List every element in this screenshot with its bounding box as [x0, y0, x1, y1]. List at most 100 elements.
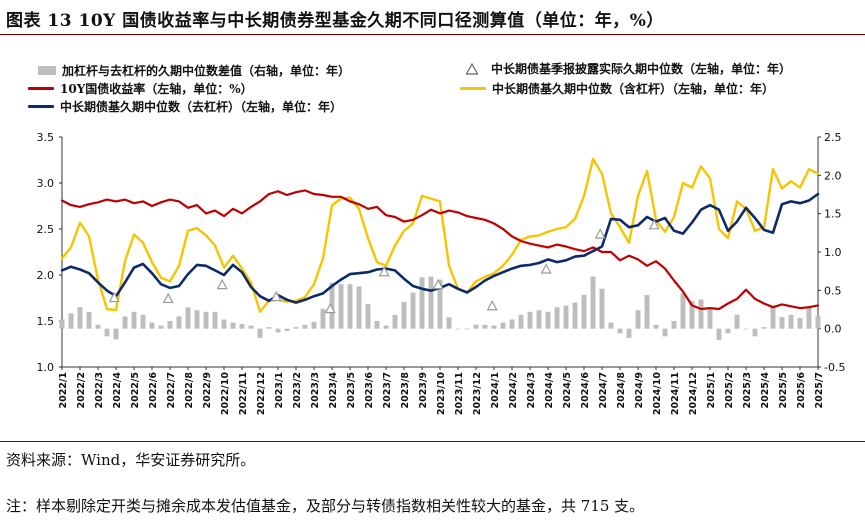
diff-bar: [239, 324, 245, 329]
right-tick-label: 0.5: [824, 284, 842, 297]
x-tick-label: 2025/6: [796, 372, 807, 409]
diff-bar: [554, 307, 560, 329]
diff-bar: [536, 310, 542, 329]
quarterly-duration-marker: [432, 278, 444, 290]
diff-bar: [410, 292, 416, 329]
x-tick-label: 2022/5: [130, 372, 141, 409]
diff-bar: [311, 321, 317, 329]
x-tick-label: 2023/1: [274, 372, 285, 409]
diff-bar: [581, 294, 587, 329]
x-tick-label: 2022/8: [184, 372, 195, 409]
diff-bar: [365, 304, 371, 329]
diff-bar: [203, 311, 209, 329]
diff-bar: [725, 328, 731, 334]
legend-item-bar: 加杠杆与去杠杆的久期中位数差值（右轴，单位：年）: [38, 62, 350, 79]
x-tick-label: 2022/6: [148, 372, 159, 409]
diff-bar: [59, 319, 65, 329]
red-line-icon: [28, 87, 54, 90]
diff-bar: [401, 301, 407, 329]
diff-bar: [455, 328, 461, 330]
x-tick-label: 2022/12: [256, 372, 267, 415]
footer-divider: [0, 441, 865, 442]
legend-item-median-in: 中长期债基久期中位数（含杠杆）（左轴，单位：年）: [460, 80, 774, 97]
quarterly-duration-marker: [594, 228, 606, 239]
left-tick-label: 1.0: [37, 361, 55, 374]
x-tick-label: 2023/8: [400, 372, 411, 409]
diff-bar: [104, 328, 110, 337]
source-note: 资料来源：Wind，华安证券研究所。: [6, 451, 256, 469]
diff-bar: [68, 313, 74, 329]
x-tick-label: 2024/9: [634, 372, 645, 409]
diff-bar: [185, 307, 191, 329]
diff-bar: [608, 322, 614, 329]
x-tick-label: 2024/7: [598, 372, 609, 409]
x-tick-label: 2022/10: [220, 372, 231, 416]
left-tick-label: 2.5: [37, 223, 55, 236]
x-tick-label: 2023/12: [472, 372, 483, 415]
quarterly-duration-marker: [378, 265, 390, 277]
diff-bar: [167, 321, 173, 329]
x-tick-label: 2025/2: [724, 372, 735, 409]
diff-bar: [761, 327, 767, 329]
axes-group: [59, 136, 821, 370]
diff-bar: [644, 294, 650, 329]
diff-bar: [716, 328, 722, 341]
diff-bar: [383, 325, 389, 329]
diff-bar: [545, 311, 551, 329]
x-tick-label: 2022/3: [94, 372, 105, 409]
x-tick-label: 2025/1: [706, 372, 717, 409]
diff-bar: [734, 314, 740, 329]
diff-bar: [572, 302, 578, 329]
diff-bar: [680, 293, 686, 329]
right-tick-label: 0.0: [824, 323, 842, 336]
diff-bar: [518, 314, 524, 329]
x-tick-label: 2023/7: [382, 372, 393, 409]
legend-label-marker: 中长期债基季报披露实际久期中位数（左轴，单位：年）: [491, 62, 792, 76]
legend-item-median-ex: 中长期债基久期中位数（去杠杆）（左轴，单位：年）: [28, 98, 342, 115]
diff-bar: [176, 316, 182, 329]
left-tick-label: 1.5: [37, 315, 55, 328]
navy-line-icon: [28, 105, 54, 108]
quarterly-duration-marker: [540, 263, 552, 274]
diff-bar: [257, 328, 263, 338]
legend-item-yield: 10Y国债收益率（左轴，单位：%）: [28, 80, 253, 97]
diff-bar: [392, 314, 398, 329]
diff-bar: [689, 301, 695, 329]
x-tick-label: 2023/4: [328, 372, 339, 409]
diff-bar: [464, 328, 470, 330]
right-tick-label: 2.5: [824, 131, 842, 144]
x-tick-label: 2023/2: [292, 372, 303, 409]
x-tick-label: 2023/10: [436, 372, 447, 416]
x-tick-label: 2023/9: [418, 372, 429, 409]
x-tick-label: 2022/7: [166, 372, 177, 409]
right-tick-label: 2.0: [824, 169, 842, 182]
x-tick-label: 2025/4: [760, 372, 771, 409]
legend-label-yield: 10Y国债收益率（左轴，单位：%）: [60, 82, 253, 96]
diff-bar: [293, 327, 299, 329]
chart-canvas: 1.0 1.5 2.0 2.5 3.0 3.5 -0.5 0.0 0.5 1.0 1.5 2.0 2.5…: [37, 131, 846, 415]
diff-bar: [509, 319, 515, 329]
quarterly-duration-marker: [270, 290, 282, 302]
quarterly-duration-marker: [324, 302, 336, 314]
x-tick-label: 2025/3: [742, 372, 753, 409]
marker-series: [108, 219, 660, 314]
diff-bar: [347, 284, 353, 329]
x-tick-label: 2024/5: [562, 372, 573, 409]
yellow-line-icon: [460, 87, 486, 90]
x-tick-label: 2024/4: [544, 372, 555, 409]
diff-bar: [815, 315, 821, 329]
diff-bar: [356, 286, 362, 329]
x-tick-label: 2025/5: [778, 372, 789, 409]
diff-bar: [482, 324, 488, 329]
quarterly-duration-marker: [216, 278, 228, 290]
diff-bar: [437, 279, 443, 329]
diff-bar: [671, 321, 677, 329]
x-tick-label: 2022/1: [58, 372, 69, 409]
legend-label-median-ex: 中长期债基久期中位数（去杠杆）（左轴，单位：年）: [60, 100, 343, 114]
right-tick-label: -0.5: [824, 361, 845, 374]
ten-year-yield-line: [60, 189, 820, 311]
diff-bar: [770, 305, 776, 329]
diff-bar: [230, 322, 236, 329]
triangle-marker-icon: [465, 62, 479, 75]
tick-labels: 1.0 1.5 2.0 2.5 3.0 3.5 -0.5 0.0 0.5 1.0 1.5 2.0 2.5…: [37, 131, 846, 415]
